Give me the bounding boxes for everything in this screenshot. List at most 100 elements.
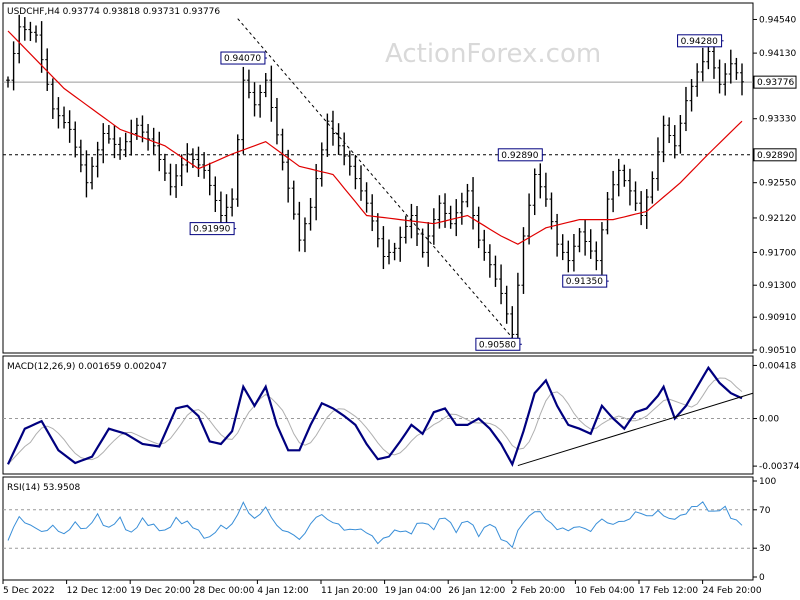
ohlc-bar: [571, 234, 576, 272]
ohlc-bar: [655, 137, 660, 191]
ohlc-bar: [118, 137, 123, 160]
ohlc-bar: [515, 272, 520, 346]
ohlc-bar: [235, 134, 240, 207]
ohlc-bar: [398, 226, 403, 262]
annotation-label: 0.91990: [193, 225, 230, 235]
ohlc-bar: [555, 213, 560, 257]
annotation-box: [497, 148, 543, 162]
ohlc-bar: [504, 285, 509, 324]
macd-y-tick-label: 0.00418: [759, 361, 796, 371]
ohlc-bar: [134, 117, 139, 140]
ohlc-bar: [146, 123, 151, 151]
macd-y-tick-label: -0.003744: [759, 462, 800, 472]
x-tick-label: 11 Jan 20:00: [321, 586, 378, 596]
ohlc-bar: [370, 194, 375, 232]
ohlc-bar: [605, 191, 610, 235]
ohlc-bar: [34, 25, 39, 43]
axes: 0.94540 0.94130 0.93330 0.92890 0.92550 0.921…: [2, 15, 800, 596]
ohlc-bar: [616, 158, 621, 197]
ohlc-bar: [471, 177, 476, 230]
ohlc-bar: [482, 229, 487, 261]
price-y-tick-label: 0.93330: [759, 115, 796, 125]
price-y-tick-label: 0.91700: [759, 248, 796, 258]
annotation-label: 0.90580: [479, 340, 516, 350]
price-y-tick-label: 0.94130: [759, 49, 796, 59]
rsi-y-tick-label: 70: [759, 506, 771, 516]
ohlc-bar: [17, 14, 22, 64]
ohlc-bar: [230, 188, 235, 217]
ohlc-bar: [611, 170, 616, 213]
ohlc-bar: [269, 65, 274, 122]
ohlc-bar: [78, 139, 83, 173]
price-y-tick-label: 0.94540: [759, 15, 796, 25]
ohlc-bar: [28, 21, 33, 42]
ohlc-bar: [263, 73, 268, 98]
ohlc-bar: [599, 222, 604, 275]
ohlc-bar: [67, 110, 72, 143]
moving-average-line: [7, 30, 743, 245]
ohlc-bar: [538, 163, 543, 199]
ohlc-bar: [392, 242, 397, 261]
ohlc-bar: [375, 213, 380, 248]
ohlc-bar: [84, 150, 89, 198]
ohlc-bar: [50, 78, 55, 119]
ohlc-bar: [459, 192, 464, 225]
ohlc-bar: [112, 125, 117, 159]
ohlc-bar: [443, 193, 448, 228]
ohlc-bar: [448, 205, 453, 229]
ohlc-bar: [274, 97, 279, 145]
ohlc-bar: [706, 44, 711, 70]
annotation-label: 0.94280: [681, 37, 718, 47]
ohlc-bar: [633, 181, 638, 211]
ohlc-bar: [532, 168, 537, 216]
ohlc-bar: [667, 117, 672, 144]
ohlc-bar: [644, 189, 649, 229]
ohlc-bar: [168, 163, 173, 196]
ohlc-bar: [683, 86, 688, 132]
ohlc-bar: [95, 141, 100, 178]
ohlc-bar: [11, 41, 16, 91]
price-y-tick-label: 0.90910: [759, 313, 796, 323]
price-y-tick-label: 0.92550: [759, 179, 796, 189]
ohlc-bar: [527, 193, 532, 245]
ohlc-bar: [319, 142, 324, 187]
reference-lines: [3, 81, 753, 549]
ohlc-bar: [258, 84, 263, 118]
rsi-line: [7, 501, 743, 549]
current-price-tag-box: [753, 75, 797, 89]
ohlc-bar: [22, 17, 27, 41]
macd-y-tick-label: 0.00: [759, 415, 779, 425]
ohlc-bar: [280, 128, 285, 171]
ohlc-bar: [45, 48, 50, 91]
macd-panel-frame: [2, 355, 754, 475]
ohlc-bar: [291, 180, 296, 220]
ohlc-bar: [661, 115, 666, 163]
ohlc-bar: [302, 217, 307, 253]
ohlc-bar: [695, 63, 700, 97]
ohlc-bar: [728, 49, 733, 84]
ohlc-bar: [639, 191, 644, 226]
macd-main-line: [7, 365, 743, 468]
x-tick-label: 10 Feb 04:00: [575, 586, 634, 596]
level-price-tag: 0.92890: [757, 151, 794, 161]
ohlc-bar: [723, 63, 728, 96]
ohlc-bar: [711, 41, 716, 79]
ohlc-bar: [297, 201, 302, 252]
ohlc-bar: [174, 164, 179, 198]
ohlc-bar: [549, 192, 554, 230]
ohlc-bar: [740, 63, 744, 96]
x-tick-label: 19 Jan 04:00: [385, 586, 442, 596]
ohlc-bar: [364, 182, 369, 213]
x-tick-label: 17 Feb 12:00: [639, 586, 698, 596]
ohlc-bar: [358, 165, 363, 201]
ohlc-bar: [56, 97, 61, 129]
x-tick-label: 5 Dec 2022: [3, 586, 55, 596]
x-tick-label: 4 Jan 12:00: [257, 586, 309, 596]
ohlc-bar: [90, 156, 95, 190]
ohlc-bar: [566, 240, 571, 273]
ohlc-bar: [734, 57, 739, 80]
ohlc-bar: [347, 150, 352, 176]
ohlc-bar: [162, 153, 167, 181]
